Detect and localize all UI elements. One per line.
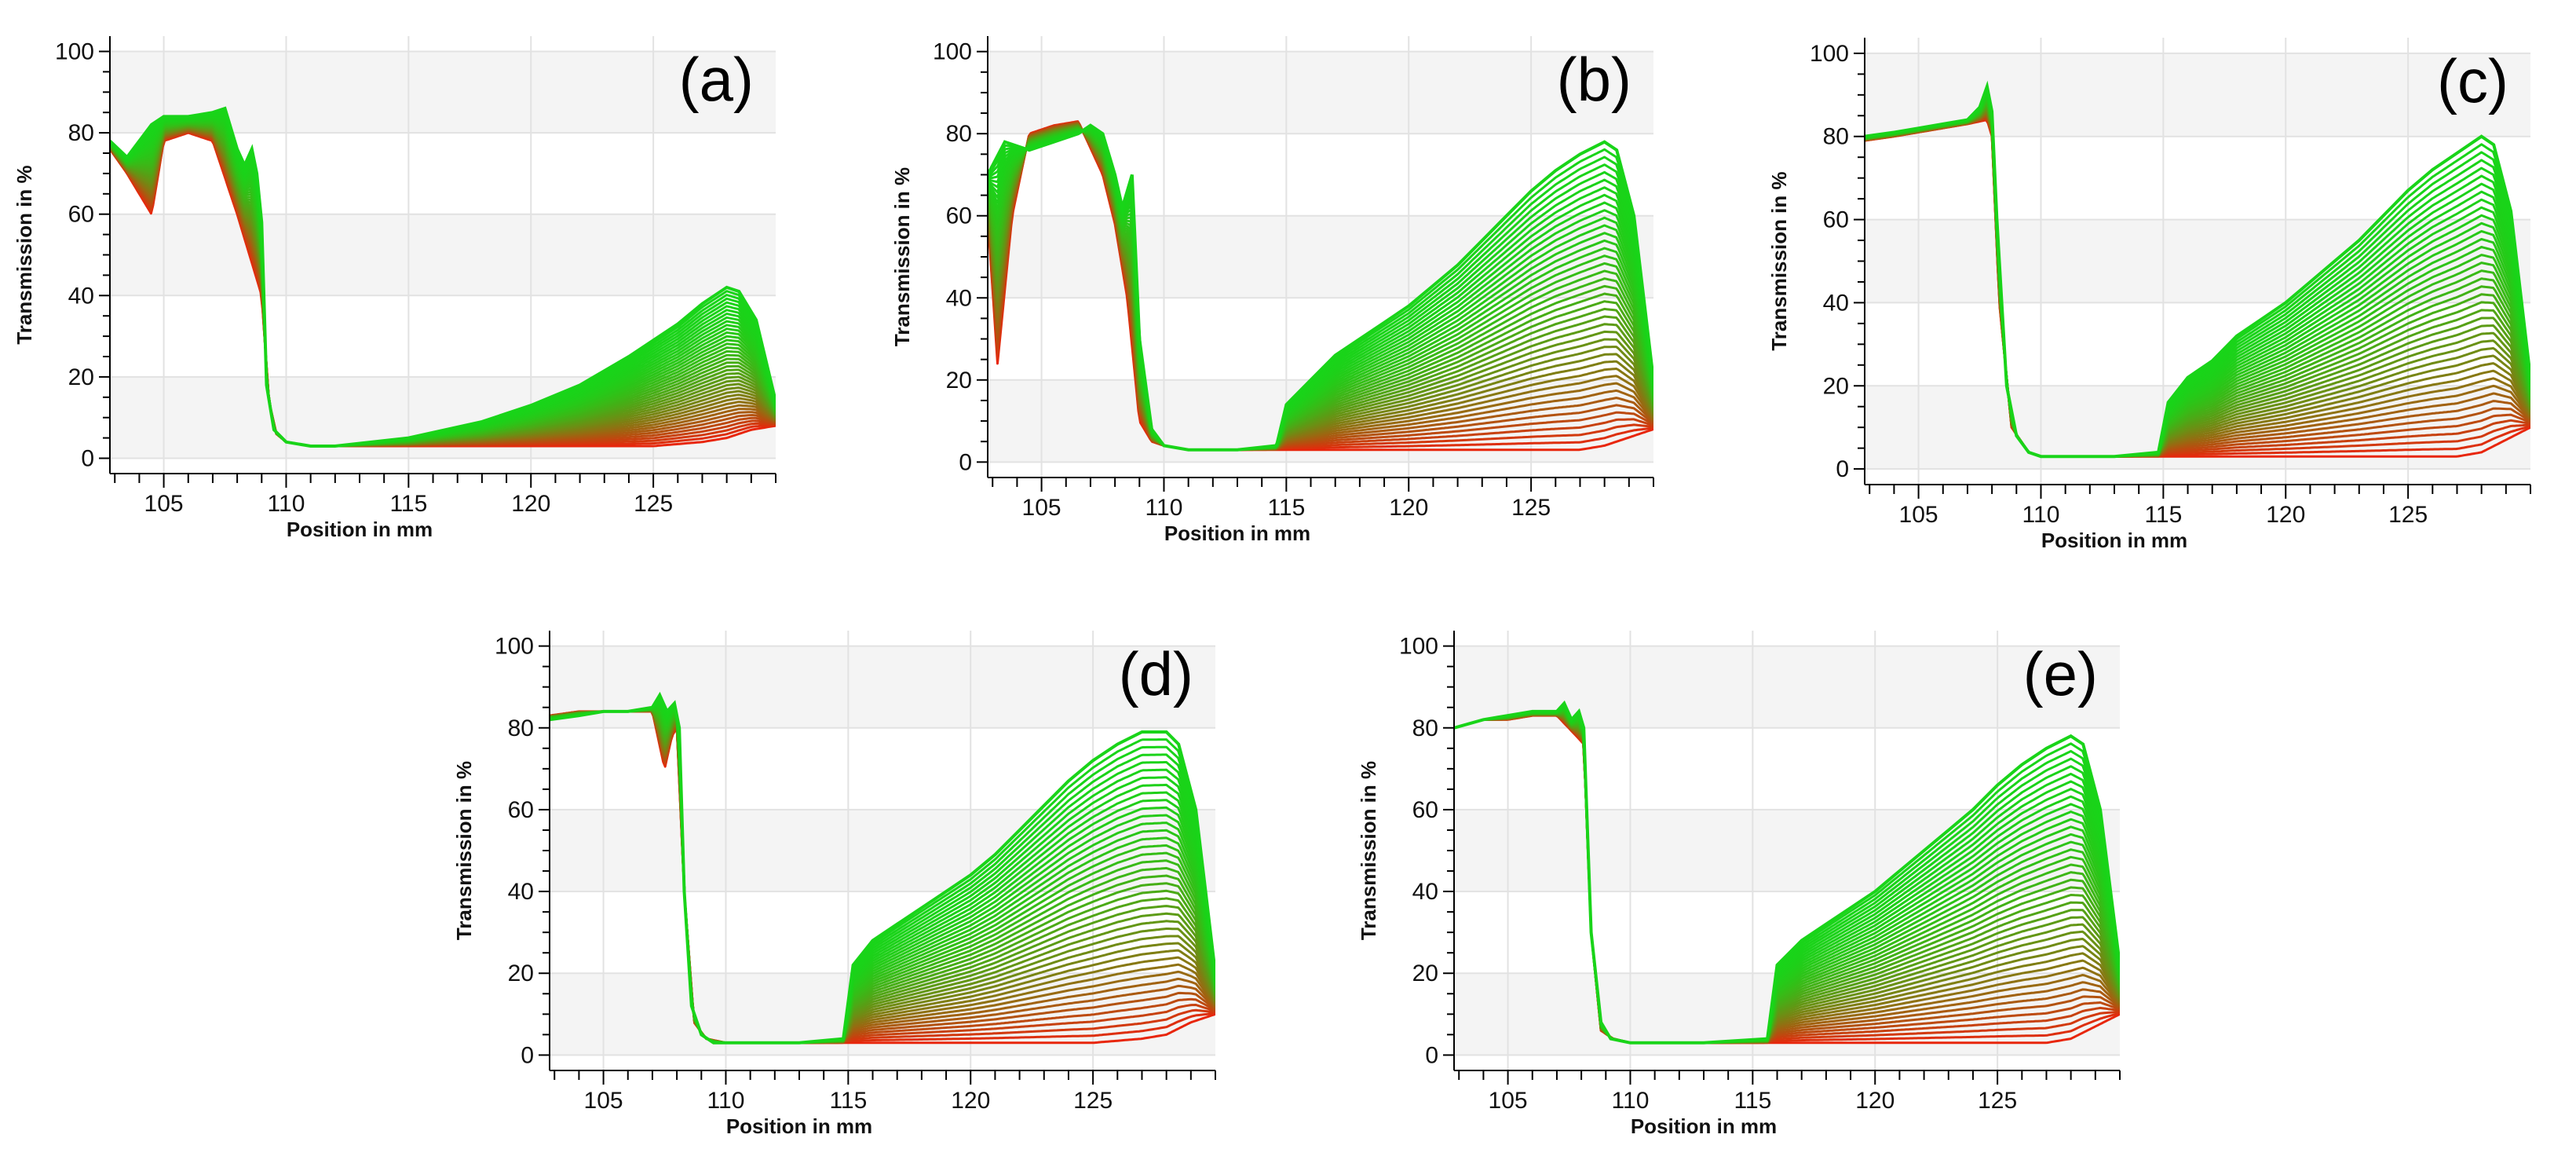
panel-c: 105 110 115 120 125 0 20 40 60 80 100 Position in m… bbox=[1767, 38, 2531, 552]
y-tick-label: 40 bbox=[946, 285, 972, 311]
series-fan bbox=[1865, 80, 2530, 459]
y-tick-label: 80 bbox=[68, 120, 94, 146]
x-tick-label: 105 bbox=[1899, 502, 1938, 528]
x-tick-label: 115 bbox=[829, 1088, 867, 1114]
grid-band bbox=[988, 51, 1653, 134]
panel-label: (b) bbox=[1557, 45, 1631, 114]
x-axis-title: Position in mm bbox=[287, 518, 433, 541]
y-tick-label: 40 bbox=[1412, 879, 1438, 905]
y-tick-label: 100 bbox=[1399, 634, 1438, 660]
series-line-first-scan bbox=[550, 691, 1215, 1045]
x-tick-label: 125 bbox=[634, 491, 673, 517]
y-tick-label: 40 bbox=[508, 879, 534, 905]
panel-d: 105 110 115 120 125 0 20 40 60 80 100 Position in m… bbox=[452, 631, 1216, 1138]
grid-band bbox=[1865, 219, 2530, 303]
panel-label: (e) bbox=[2023, 639, 2098, 708]
y-tick-label: 20 bbox=[946, 368, 972, 393]
x-tick-label: 105 bbox=[1489, 1088, 1528, 1114]
series-line-first-scan bbox=[110, 106, 776, 448]
series-line-first-scan bbox=[988, 123, 1653, 452]
series-fan bbox=[110, 106, 776, 448]
panel-a: 105 110 115 120 125 0 20 40 60 80 100 Position in m… bbox=[13, 36, 776, 541]
series-fan bbox=[1454, 700, 2120, 1045]
y-tick-label: 0 bbox=[521, 1042, 534, 1068]
x-tick-label: 110 bbox=[2022, 502, 2060, 528]
series-line-first-scan bbox=[1454, 700, 2120, 1045]
background-bands bbox=[1865, 53, 2530, 470]
y-tick-label: 20 bbox=[508, 961, 534, 986]
y-tick-label: 60 bbox=[1412, 797, 1438, 823]
y-tick-label: 60 bbox=[508, 797, 534, 823]
x-tick-label: 125 bbox=[1073, 1088, 1113, 1114]
x-tick-label: 120 bbox=[2266, 502, 2305, 528]
x-tick-label: 125 bbox=[1511, 495, 1551, 521]
y-tick-label: 80 bbox=[508, 715, 534, 741]
y-axis-title: Transmission in % bbox=[1767, 171, 1791, 350]
y-tick-label: 80 bbox=[1823, 124, 1849, 150]
series-line-first-scan bbox=[1865, 80, 2530, 459]
y-tick-label: 40 bbox=[1823, 290, 1849, 316]
y-tick-label: 60 bbox=[1823, 207, 1849, 233]
grid-band bbox=[550, 646, 1215, 728]
x-tick-label: 110 bbox=[707, 1088, 745, 1114]
x-tick-label: 120 bbox=[1389, 495, 1428, 521]
grid-band bbox=[550, 809, 1215, 892]
panel-b: 105 110 115 120 125 0 20 40 60 80 100 Position in m… bbox=[890, 36, 1654, 545]
y-tick-label: 80 bbox=[946, 121, 972, 147]
y-tick-label: 0 bbox=[1425, 1042, 1438, 1068]
y-tick-label: 20 bbox=[1823, 373, 1849, 399]
y-tick-label: 100 bbox=[1810, 41, 1849, 67]
x-axis-title: Position in mm bbox=[1164, 521, 1310, 545]
panel-label: (a) bbox=[679, 45, 754, 114]
x-tick-label: 125 bbox=[2388, 502, 2428, 528]
x-tick-label: 115 bbox=[1267, 495, 1305, 521]
y-tick-label: 20 bbox=[1412, 961, 1438, 986]
x-tick-label: 125 bbox=[1978, 1088, 2017, 1114]
x-tick-label: 110 bbox=[1145, 495, 1183, 521]
y-axis-title: Transmission in % bbox=[13, 165, 36, 344]
x-tick-label: 105 bbox=[1022, 495, 1061, 521]
y-axis-title: Transmission in % bbox=[452, 761, 476, 940]
y-tick-label: 0 bbox=[81, 446, 94, 472]
y-axis-title: Transmission in % bbox=[1357, 761, 1380, 940]
x-tick-label: 120 bbox=[511, 491, 550, 517]
x-tick-label: 105 bbox=[144, 491, 184, 517]
x-tick-label: 115 bbox=[2144, 502, 2182, 528]
x-tick-label: 110 bbox=[268, 491, 305, 517]
x-tick-label: 115 bbox=[389, 491, 427, 517]
x-tick-label: 110 bbox=[1612, 1088, 1650, 1114]
y-tick-label: 100 bbox=[495, 634, 534, 660]
background-bands bbox=[550, 646, 1215, 1056]
y-tick-label: 100 bbox=[933, 39, 972, 65]
x-tick-label: 120 bbox=[951, 1088, 990, 1114]
x-axis-title: Position in mm bbox=[2041, 529, 2187, 552]
panel-label: (c) bbox=[2437, 46, 2508, 115]
x-axis-title: Position in mm bbox=[1631, 1114, 1777, 1138]
y-tick-label: 80 bbox=[1412, 715, 1438, 741]
x-tick-label: 120 bbox=[1855, 1088, 1895, 1114]
y-axis-title: Transmission in % bbox=[890, 167, 914, 346]
y-tick-label: 0 bbox=[959, 449, 972, 475]
x-axis-title: Position in mm bbox=[726, 1114, 872, 1138]
y-tick-label: 40 bbox=[68, 283, 94, 309]
series-fan bbox=[988, 120, 1653, 452]
y-tick-label: 100 bbox=[55, 38, 94, 64]
y-tick-label: 60 bbox=[68, 202, 94, 228]
grid-band bbox=[110, 214, 776, 296]
y-tick-label: 20 bbox=[68, 364, 94, 390]
y-tick-label: 0 bbox=[1836, 456, 1849, 482]
x-tick-label: 115 bbox=[1734, 1088, 1771, 1114]
y-tick-label: 60 bbox=[946, 203, 972, 229]
panel-label: (d) bbox=[1119, 639, 1193, 708]
x-tick-label: 105 bbox=[584, 1088, 623, 1114]
series-fan bbox=[550, 691, 1215, 1045]
panel-e: 105 110 115 120 125 0 20 40 60 80 100 Position in m… bbox=[1357, 631, 2121, 1138]
background-bands bbox=[988, 51, 1653, 463]
